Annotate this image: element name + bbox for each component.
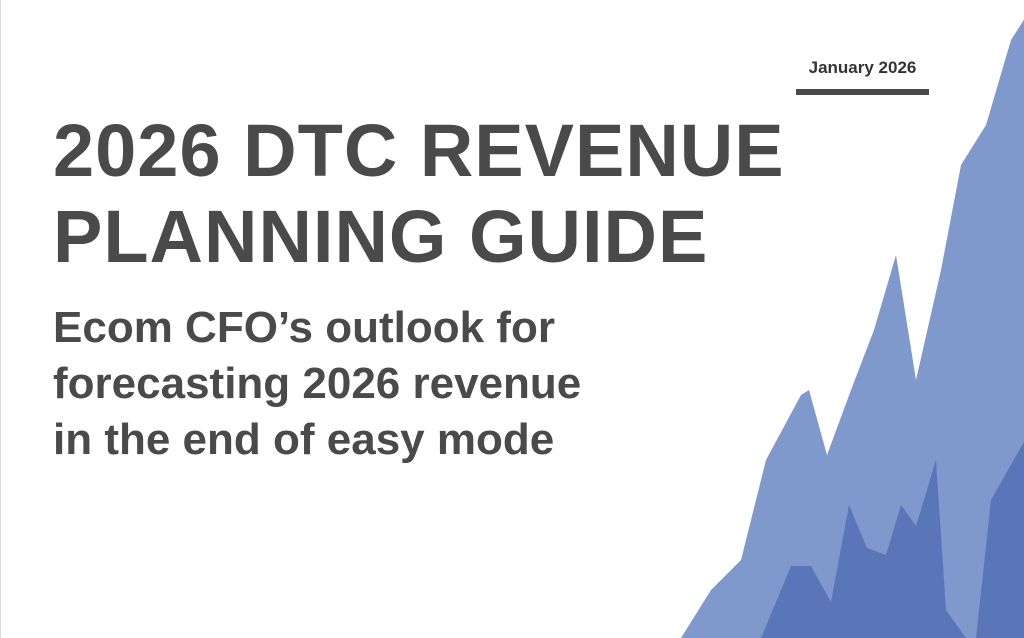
title: 2026 DTC REVENUE PLANNING GUIDE <box>53 108 785 280</box>
subtitle-line: forecasting 2026 revenue <box>53 359 582 408</box>
subtitle-line: in the end of easy mode <box>53 415 555 464</box>
mountain-dark-right <box>976 441 1024 638</box>
date: January 2026 <box>808 58 917 77</box>
mountain-light <box>681 19 1024 638</box>
subtitle-line: Ecom CFO’s outlook for <box>53 303 555 352</box>
mountain-dark <box>761 460 966 638</box>
title-line: PLANNING GUIDE <box>53 195 709 278</box>
subtitle: Ecom CFO’s outlook for forecasting 2026 … <box>53 300 581 468</box>
title-line: 2026 DTC REVENUE <box>53 109 785 192</box>
date-underline <box>796 89 929 95</box>
